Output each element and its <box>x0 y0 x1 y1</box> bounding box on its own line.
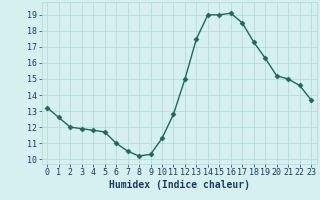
X-axis label: Humidex (Indice chaleur): Humidex (Indice chaleur) <box>109 180 250 190</box>
